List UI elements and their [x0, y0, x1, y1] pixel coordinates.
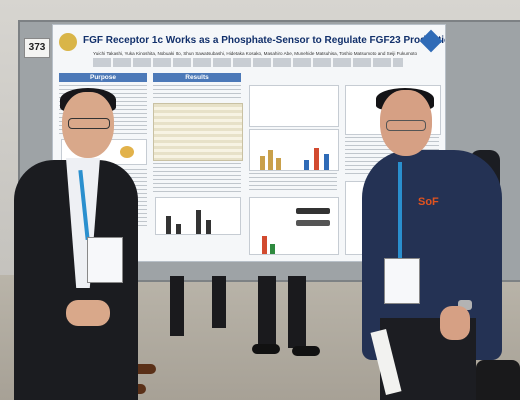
results-plot-1: [249, 85, 339, 127]
wristwatch: [458, 300, 472, 310]
bar: [206, 220, 211, 234]
background-person-leg: [212, 276, 226, 328]
shoe: [292, 346, 320, 356]
bar: [270, 244, 275, 254]
results-text-2: [249, 173, 337, 193]
jacket-logo: SoF: [418, 196, 439, 208]
bar: [196, 210, 201, 234]
shoe: [128, 364, 156, 374]
bar: [268, 150, 273, 170]
blot-band: [296, 220, 330, 226]
section-header-results: Results: [153, 73, 241, 82]
results-intro-text: [153, 85, 241, 99]
person-right-name-badge: [384, 258, 420, 304]
results-text: [153, 163, 241, 193]
shoe: [252, 344, 280, 354]
institute-logo: [419, 29, 443, 53]
bar: [176, 224, 181, 234]
person-left-glasses: [68, 118, 110, 129]
background-person-leg: [258, 276, 276, 346]
bar: [166, 216, 171, 234]
blot-band: [296, 208, 330, 214]
person-left-hands: [66, 300, 110, 326]
section-header-purpose: Purpose: [59, 73, 147, 82]
results-table-figure: [153, 103, 243, 161]
person-right-glasses: [386, 120, 426, 131]
bar: [314, 148, 319, 170]
results-bar-chart-2: [249, 129, 339, 171]
person-left-name-badge: [87, 237, 123, 283]
bag: [476, 360, 520, 400]
poster-title: FGF Receptor 1c Works as a Phosphate-Sen…: [83, 35, 446, 46]
results-blot-figure: [249, 197, 339, 255]
results-bar-chart-1: [155, 197, 241, 235]
board-number-label: 373: [24, 38, 50, 58]
poster-authors: Yuichi Takashi, Yuka Kinoshita, Nobuaki …: [93, 51, 418, 56]
bar: [262, 236, 267, 254]
bar: [260, 156, 265, 170]
poster-affiliations: [93, 58, 403, 67]
bar: [324, 154, 329, 170]
figure-element: [120, 146, 134, 158]
bar: [276, 158, 281, 170]
university-logo: [59, 33, 77, 51]
background-person-leg: [170, 276, 184, 336]
person-right-hand: [440, 306, 470, 340]
person-right-lanyard: [398, 162, 402, 258]
bar: [304, 160, 309, 170]
background-person-leg: [288, 276, 306, 348]
